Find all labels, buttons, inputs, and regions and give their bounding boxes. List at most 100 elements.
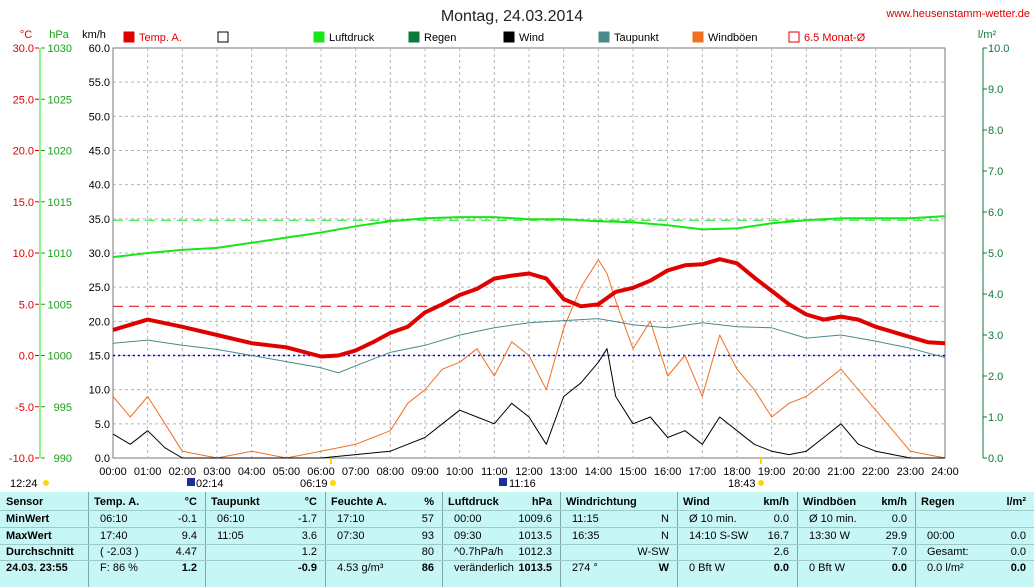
x-tick-label: 13:00 xyxy=(550,466,578,478)
legend-label: Temp. A. xyxy=(139,32,182,44)
table-cell-time: 14:10 S-SW xyxy=(689,530,749,542)
wind-tick-label: 55.0 xyxy=(89,77,110,89)
series-temp-a- xyxy=(112,257,946,359)
table-header: Taupunkt xyxy=(211,496,260,508)
x-tick-label: 04:00 xyxy=(238,466,266,478)
rain-tick-label: 10.0 xyxy=(988,43,1009,55)
table-cell-value: 0.0 xyxy=(773,513,789,525)
table-cell-value: 16.7 xyxy=(767,530,789,542)
press-tick-label: 1025 xyxy=(48,94,72,106)
series-taupunkt xyxy=(112,318,946,374)
legend-swatch xyxy=(598,31,610,43)
series-wind xyxy=(112,348,945,459)
moon-icon xyxy=(187,478,195,486)
table-cell-value: 0.0 xyxy=(773,562,789,574)
temp-tick-label: 5.0 xyxy=(19,299,34,311)
table-cell-time: 07:30 xyxy=(337,530,365,542)
table-cell-value: 0.0 xyxy=(891,562,907,574)
table-cell-time: ^0.7hPa/h xyxy=(454,546,504,558)
wind-tick-label: 50.0 xyxy=(89,111,110,123)
x-tick-label: 16:00 xyxy=(654,466,682,478)
table-cell-value: 1013.5 xyxy=(518,530,552,542)
chart-legend: Temp. A. Luftdruck Regen Wind Taupunkt Windbö… xyxy=(123,31,866,44)
table-header: Feuchte A. xyxy=(331,496,387,508)
legend-swatch xyxy=(217,31,229,43)
table-header: Windrichtung xyxy=(566,496,637,508)
x-tick-label: 19:00 xyxy=(758,466,786,478)
website-label: www.heusenstamm-wetter.de xyxy=(885,8,1030,20)
table-unit: °C xyxy=(304,496,317,508)
rain-tick-label: 2.0 xyxy=(988,371,1003,383)
x-tick-label: 11:00 xyxy=(481,466,508,478)
table-column-divider xyxy=(325,492,326,587)
temp-tick-label: -10.0 xyxy=(9,453,34,465)
press-tick-label: 1030 xyxy=(48,43,72,55)
table-cell-value: 29.9 xyxy=(885,530,907,542)
table-row-label: 24.03. 23:55 xyxy=(6,562,68,574)
table-cell-time: Ø 10 min. xyxy=(809,513,857,525)
table-cell-time: F: 86 % xyxy=(100,562,138,574)
table-cell-value: -1.7 xyxy=(298,513,317,525)
x-tick-label: 05:00 xyxy=(273,466,301,478)
table-cell-value: 0.0 xyxy=(1010,530,1026,542)
temp-tick-label: 15.0 xyxy=(13,197,34,209)
press-tick-label: 990 xyxy=(54,453,72,465)
sunset-time: 18:43 xyxy=(728,478,756,490)
temp-tick-label: 10.0 xyxy=(13,248,34,260)
table-column-divider xyxy=(677,492,678,587)
x-tick-label: 20:00 xyxy=(793,466,821,478)
table-cell-value: -0.1 xyxy=(178,513,197,525)
table-cell-time: 17:40 xyxy=(100,530,128,542)
moonrise-time: 02:14 xyxy=(196,478,224,490)
table-row-label: MaxWert xyxy=(6,530,52,542)
x-tick-label: 06:00 xyxy=(307,466,335,478)
press-tick-label: 1015 xyxy=(48,197,72,209)
table-cell-value: W xyxy=(658,562,669,574)
table-cell-value: 2.6 xyxy=(773,546,789,558)
table-cell-value: 1.2 xyxy=(181,562,197,574)
table-cell-time: 0.0 l/m² xyxy=(927,562,964,574)
table-cell-time: 17:10 xyxy=(337,513,365,525)
legend-label: Regen xyxy=(424,32,456,44)
x-tick-label: 22:00 xyxy=(862,466,890,478)
legend-swatch xyxy=(503,31,515,43)
table-cell-value: 9.4 xyxy=(181,530,197,542)
table-cell-time: 06:10 xyxy=(217,513,245,525)
table-column-divider xyxy=(442,492,443,587)
press-tick-label: 1010 xyxy=(48,248,72,260)
table-header: Sensor xyxy=(6,496,44,508)
table-cell-value: N xyxy=(661,513,669,525)
moon-icon xyxy=(499,478,507,486)
x-tick-label: 15:00 xyxy=(619,466,647,478)
x-tick-label: 23:00 xyxy=(897,466,925,478)
table-cell-value: 4.47 xyxy=(175,546,197,558)
wind-tick-label: 30.0 xyxy=(89,248,110,260)
x-tick-label: 02:00 xyxy=(169,466,197,478)
table-unit: l/m² xyxy=(1006,496,1026,508)
sun-icon xyxy=(43,480,49,486)
table-cell-time: 4.53 g/m³ xyxy=(337,562,384,574)
table-cell-value: 93 xyxy=(421,530,434,542)
table-unit: °C xyxy=(184,496,197,508)
table-cell-time: 274 ° xyxy=(572,562,598,574)
rain-tick-label: 0.0 xyxy=(988,453,1003,465)
x-tick-label: 10:00 xyxy=(446,466,474,478)
rain-tick-label: 3.0 xyxy=(988,330,1003,342)
table-cell-time: 09:30 xyxy=(454,530,482,542)
legend-label: 6.5 Monat-Ø xyxy=(804,32,866,44)
legend-swatch xyxy=(123,31,135,43)
rain-tick-label: 5.0 xyxy=(988,248,1003,260)
wind-tick-label: 25.0 xyxy=(89,282,110,294)
table-row-divider xyxy=(0,527,1034,528)
x-tick-label: 03:00 xyxy=(203,466,231,478)
statistics-table: Sensor MinWert MaxWert Durchschnitt 24.03. 2… xyxy=(0,492,1034,587)
table-cell-value: W-SW xyxy=(637,546,669,558)
press-tick-label: 1005 xyxy=(48,299,72,311)
table-cell-value: 80 xyxy=(421,546,434,558)
table-cell-value: -0.9 xyxy=(298,562,317,574)
moon-left-time: 12:24 xyxy=(10,478,38,490)
table-header: Luftdruck xyxy=(448,496,499,508)
x-tick-label: 01:00 xyxy=(134,466,162,478)
rain-tick-label: 6.0 xyxy=(988,207,1003,219)
x-tick-label: 17:00 xyxy=(689,466,717,478)
